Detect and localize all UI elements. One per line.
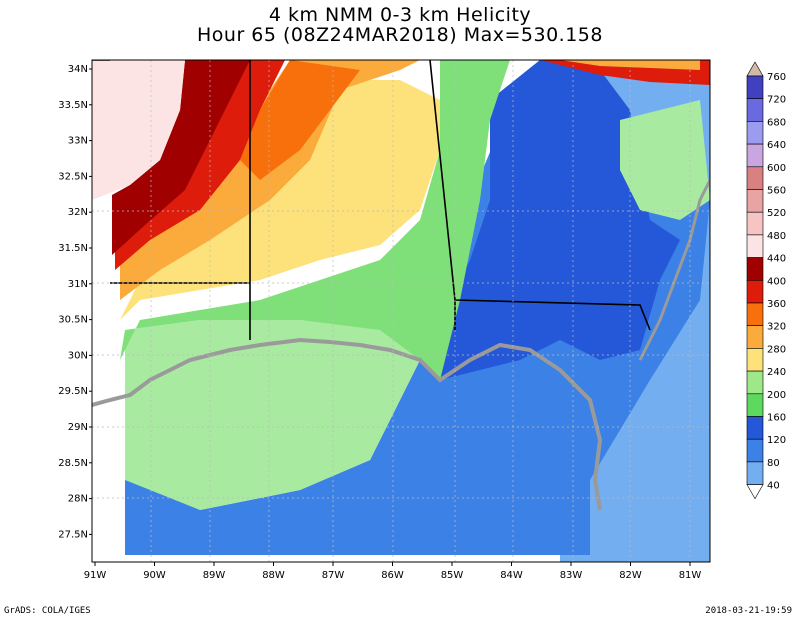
colorbar-swatch — [746, 98, 764, 122]
contour-440 — [92, 60, 185, 200]
colorbar-swatch — [746, 370, 764, 395]
lon-tick-label: 89W — [203, 570, 226, 581]
colorbar-label: 520 — [767, 208, 786, 219]
colorbar-swatch — [746, 166, 764, 190]
lat-lon-grid — [92, 60, 710, 562]
colorbar-label: 240 — [767, 367, 786, 378]
colorbar-label: 440 — [767, 254, 786, 265]
lon-tick-label: 86W — [381, 570, 404, 581]
lat-tick-label: 33N — [68, 136, 88, 147]
lat-tick-label: 27.5N — [58, 529, 88, 540]
colorbar-label: 720 — [767, 95, 786, 106]
colorbar-label: 200 — [767, 390, 786, 401]
lat-tick-label: 34N — [68, 64, 88, 75]
map-title: 4 km NMM 0-3 km Helicity — [268, 4, 532, 26]
colorbar-swatch — [746, 257, 764, 281]
contour-320 — [240, 60, 360, 180]
coastline — [92, 337, 603, 511]
colorbar-label: 480 — [767, 231, 786, 242]
contour-240 — [120, 80, 440, 320]
lat-tick-label: 30N — [68, 350, 88, 361]
lon-tick-label: 81W — [679, 570, 702, 581]
contour-200 — [120, 60, 510, 380]
coastline-east — [638, 179, 710, 361]
contour-360 — [115, 60, 285, 270]
colorbar-label: 640 — [767, 140, 786, 151]
colorbar-swatch — [746, 279, 764, 304]
colorbar-label: 560 — [767, 186, 786, 197]
lon-tick-label: 91W — [84, 570, 107, 581]
lat-tick-label: 28N — [68, 494, 88, 505]
lat-tick-label: 32.5N — [58, 171, 88, 182]
contour-400 — [112, 60, 250, 255]
colorbar-label: 280 — [767, 344, 786, 355]
colorbar-label: 160 — [767, 413, 786, 424]
lat-tick-label: 31N — [68, 279, 88, 290]
lat-tick-label: 28.5N — [58, 458, 88, 469]
colorbar-label: 360 — [767, 299, 786, 310]
colorbar-swatch — [746, 461, 764, 485]
lat-tick-label: 29N — [68, 422, 88, 433]
colorbar-label: 320 — [767, 322, 786, 333]
colorbar-swatch — [746, 189, 764, 213]
colorbar-swatch — [746, 438, 764, 463]
lon-tick-label: 85W — [441, 570, 464, 581]
colorbar-swatch — [746, 75, 764, 100]
lon-tick-label: 90W — [143, 570, 166, 581]
map-subtitle: Hour 65 (08Z24MAR2018) Max=530.158 — [197, 24, 603, 46]
lon-tick-label: 88W — [262, 570, 285, 581]
map-area — [92, 60, 710, 562]
colorbar-swatch — [746, 234, 764, 258]
lon-tick-label: 87W — [322, 570, 345, 581]
colorbar-label: 40 — [767, 481, 780, 492]
colorbar-bottom-arrow — [746, 484, 764, 500]
lat-tick-label: 31.5N — [58, 243, 88, 254]
colorbar-swatch — [746, 325, 764, 349]
colorbar-swatch — [746, 302, 764, 327]
colorbar-label: 400 — [767, 276, 786, 287]
contour-200-gulf — [125, 320, 420, 510]
lon-tick-label: 83W — [560, 570, 583, 581]
colorbar-swatch — [746, 393, 764, 417]
colorbar-swatch — [746, 121, 764, 145]
lon-tick-label: 84W — [500, 570, 523, 581]
colorbar-label: 680 — [767, 117, 786, 128]
colorbar-label: 120 — [767, 435, 786, 446]
longitude-axis: 91W 90W 89W 88W 87W 86W 85W 84W 83W 82W 81W — [84, 562, 702, 581]
colorbar: 760 720 680 640 600 560 520 480 440 400 360 320 280 2… — [746, 61, 786, 500]
colorbar-swatch — [746, 211, 764, 236]
colorbar-label: 760 — [767, 72, 786, 83]
lon-tick-label: 82W — [619, 570, 642, 581]
colorbar-swatch — [746, 348, 764, 372]
footer-credit: GrADS: COLA/IGES — [4, 606, 91, 616]
map-frame — [91, 59, 711, 563]
lat-tick-label: 29.5N — [58, 386, 88, 397]
contour-200-ne — [620, 100, 710, 220]
colorbar-swatch — [746, 143, 764, 168]
lat-tick-label: 32N — [68, 207, 88, 218]
latitude-axis: 34N 33.5N 33N 32.5N 32N 31.5N 31N 30.5N 30N 29.5N… — [58, 64, 92, 540]
lat-tick-label: 30.5N — [58, 315, 88, 326]
lat-tick-label: 33.5N — [58, 100, 88, 111]
colorbar-top-arrow — [746, 61, 764, 77]
footer-timestamp: 2018-03-21-19:59 — [705, 606, 792, 616]
colorbar-swatch — [746, 416, 764, 440]
contour-280 — [120, 60, 420, 300]
colorbar-label: 600 — [767, 163, 786, 174]
colorbar-label: 80 — [767, 458, 780, 469]
